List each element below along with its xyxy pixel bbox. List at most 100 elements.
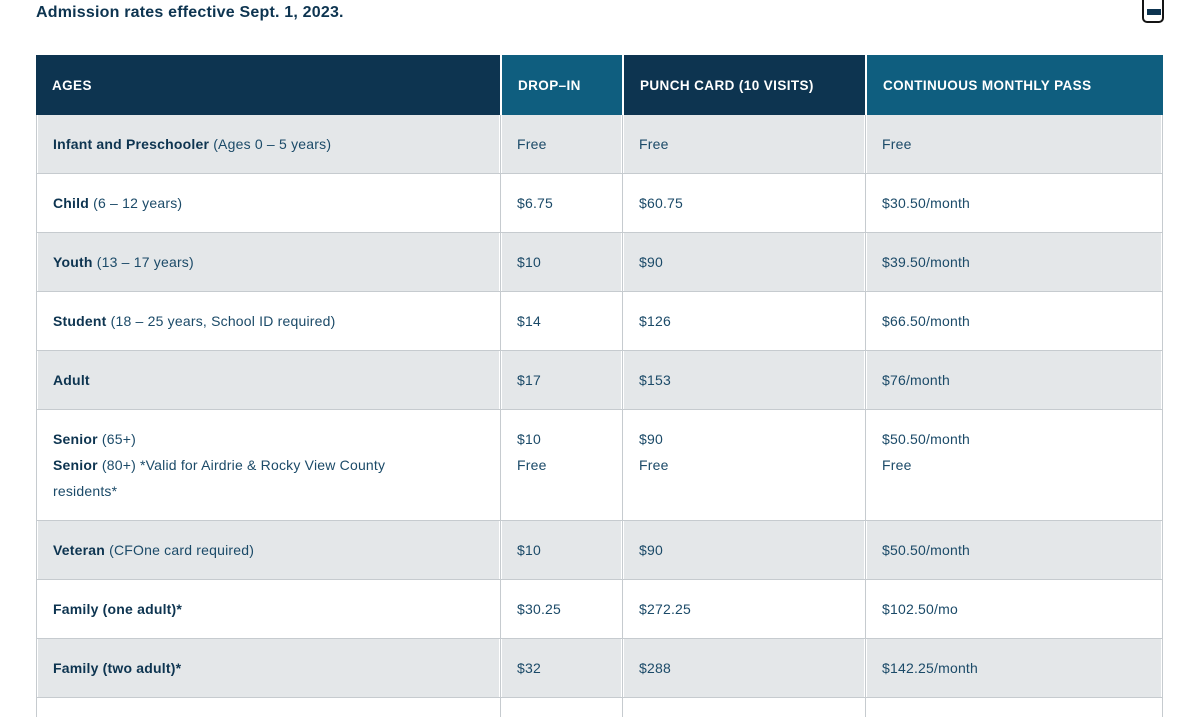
price-value: $39.50/month [882, 254, 971, 270]
price-value: $126 [639, 313, 671, 329]
drop-in-cell: $17 [500, 350, 622, 409]
table-head: AGES DROP–IN PUNCH CARD (10 VISITS) CONTINU… [36, 55, 1163, 115]
price-value: $102.50/mo [882, 601, 958, 617]
age-cell: Youth (13 – 17 years) [36, 232, 500, 291]
empty-cell [36, 697, 500, 717]
age-label-line: Student (18 – 25 years, School ID requir… [53, 313, 336, 329]
column-header: AGES [36, 55, 500, 115]
price-value: $50.50/month [882, 431, 971, 447]
age-label-bold: Youth [53, 254, 93, 270]
monthly-cell: $76/month [865, 350, 1163, 409]
price-value: $50.50/month [882, 542, 971, 558]
punch-card-cell: $288 [622, 638, 865, 697]
price-value: $14 [517, 313, 541, 329]
table-row: Youth (13 – 17 years) $10 $90 $39.50/month [36, 232, 1163, 291]
price-value: $17 [517, 372, 541, 388]
monthly-cell: $50.50/month [865, 520, 1163, 579]
drop-in-cell: $30.25 [500, 579, 622, 638]
column-header: PUNCH CARD (10 VISITS) [622, 55, 865, 115]
age-label-line: Veteran (CFOne card required) [53, 542, 255, 558]
monthly-cell: $142.25/month [865, 638, 1163, 697]
age-cell: Adult [36, 350, 500, 409]
punch-card-cell: $90 [622, 520, 865, 579]
drop-in-cell: Free [500, 115, 622, 173]
price-value: Free [639, 457, 669, 473]
price-value: $272.25 [639, 601, 692, 617]
age-label-bold: Adult [53, 372, 90, 388]
price-value: $90 [639, 254, 663, 270]
monthly-cell: $66.50/month [865, 291, 1163, 350]
table-row-partial [36, 697, 1163, 717]
age-label-line: Family (one adult)* [53, 596, 445, 622]
table-row: Child (6 – 12 years) $6.75 $60.75 $30.50/mo… [36, 173, 1163, 232]
price-value: Free [517, 457, 547, 473]
empty-cell [622, 697, 865, 717]
price-value: $32 [517, 660, 541, 676]
price-value: $10 [517, 542, 541, 558]
table-header-row: AGES DROP–IN PUNCH CARD (10 VISITS) CONTINU… [36, 55, 1163, 115]
age-label-bold: Student [53, 313, 107, 329]
table-row: Family (one adult)* $30.25 $272.25 $102.50/… [36, 579, 1163, 638]
age-cell: Infant and Preschooler (Ages 0 – 5 years… [36, 115, 500, 173]
price-value: $10 [517, 254, 541, 270]
price-value: $6.75 [517, 195, 554, 211]
age-label-line: Infant and Preschooler (Ages 0 – 5 years… [53, 136, 332, 152]
age-label-line: Senior (65+) [53, 431, 136, 447]
price-value: Free [882, 457, 912, 473]
table-row: Infant and Preschooler (Ages 0 – 5 years… [36, 115, 1163, 173]
table-row: Adult $17 $153 $76/month [36, 350, 1163, 409]
drop-in-cell: $14 [500, 291, 622, 350]
column-header: DROP–IN [500, 55, 622, 115]
price-value: $142.25/month [882, 660, 979, 676]
age-label-line: Family (two adult)* [53, 655, 445, 681]
punch-card-cell: $272.25 [622, 579, 865, 638]
drop-in-cell: $10 Free [500, 409, 622, 520]
column-header: CONTINUOUS MONTHLY PASS [865, 55, 1163, 115]
punch-card-cell: $60.75 [622, 173, 865, 232]
table-body: Infant and Preschooler (Ages 0 – 5 years… [36, 115, 1163, 717]
age-label-line: Child (6 – 12 years) [53, 195, 183, 211]
monthly-cell: $39.50/month [865, 232, 1163, 291]
price-value: $288 [639, 660, 671, 676]
punch-card-cell: $153 [622, 350, 865, 409]
page-title: Admission rates effective Sept. 1, 2023. [36, 4, 344, 21]
monthly-cell: Free [865, 115, 1163, 173]
age-label-line: Youth (13 – 17 years) [53, 254, 194, 270]
minus-square-icon [1147, 9, 1161, 15]
age-label-bold: Family (one adult)* [53, 601, 183, 617]
age-cell: Student (18 – 25 years, School ID requir… [36, 291, 500, 350]
price-value: $60.75 [639, 195, 684, 211]
drop-in-cell: $10 [500, 520, 622, 579]
drop-in-cell: $32 [500, 638, 622, 697]
drop-in-cell: $10 [500, 232, 622, 291]
punch-card-cell: $126 [622, 291, 865, 350]
price-value: Free [882, 136, 912, 152]
age-cell: Senior (65+) Senior (80+) *Valid for Aird… [36, 409, 500, 520]
age-cell: Veteran (CFOne card required) [36, 520, 500, 579]
price-value: $10 [517, 431, 541, 447]
punch-card-cell: $90 [622, 232, 865, 291]
price-value: $153 [639, 372, 671, 388]
price-value: $76/month [882, 372, 950, 388]
price-value: Free [639, 136, 669, 152]
punch-card-cell: $90 Free [622, 409, 865, 520]
monthly-cell: $102.50/mo [865, 579, 1163, 638]
age-cell: Family (two adult)* [36, 638, 500, 697]
price-value: $30.25 [517, 601, 562, 617]
age-cell: Child (6 – 12 years) [36, 173, 500, 232]
collapse-section-button[interactable] [1142, 0, 1164, 23]
price-value: Free [517, 136, 547, 152]
drop-in-cell: $6.75 [500, 173, 622, 232]
table-row: Family (two adult)* $32 $288 $142.25/month [36, 638, 1163, 697]
age-label-line: Adult [53, 367, 445, 393]
admission-rates-table: AGES DROP–IN PUNCH CARD (10 VISITS) CONTINU… [36, 55, 1163, 717]
empty-cell [500, 697, 622, 717]
age-label-bold: Senior [53, 457, 98, 473]
empty-cell [865, 697, 1163, 717]
punch-card-cell: Free [622, 115, 865, 173]
age-label-bold: Infant and Preschooler [53, 136, 210, 152]
age-label-bold: Veteran [53, 542, 105, 558]
monthly-cell: $30.50/month [865, 173, 1163, 232]
price-value: $90 [639, 431, 663, 447]
age-label-bold: Family (two adult)* [53, 660, 182, 676]
